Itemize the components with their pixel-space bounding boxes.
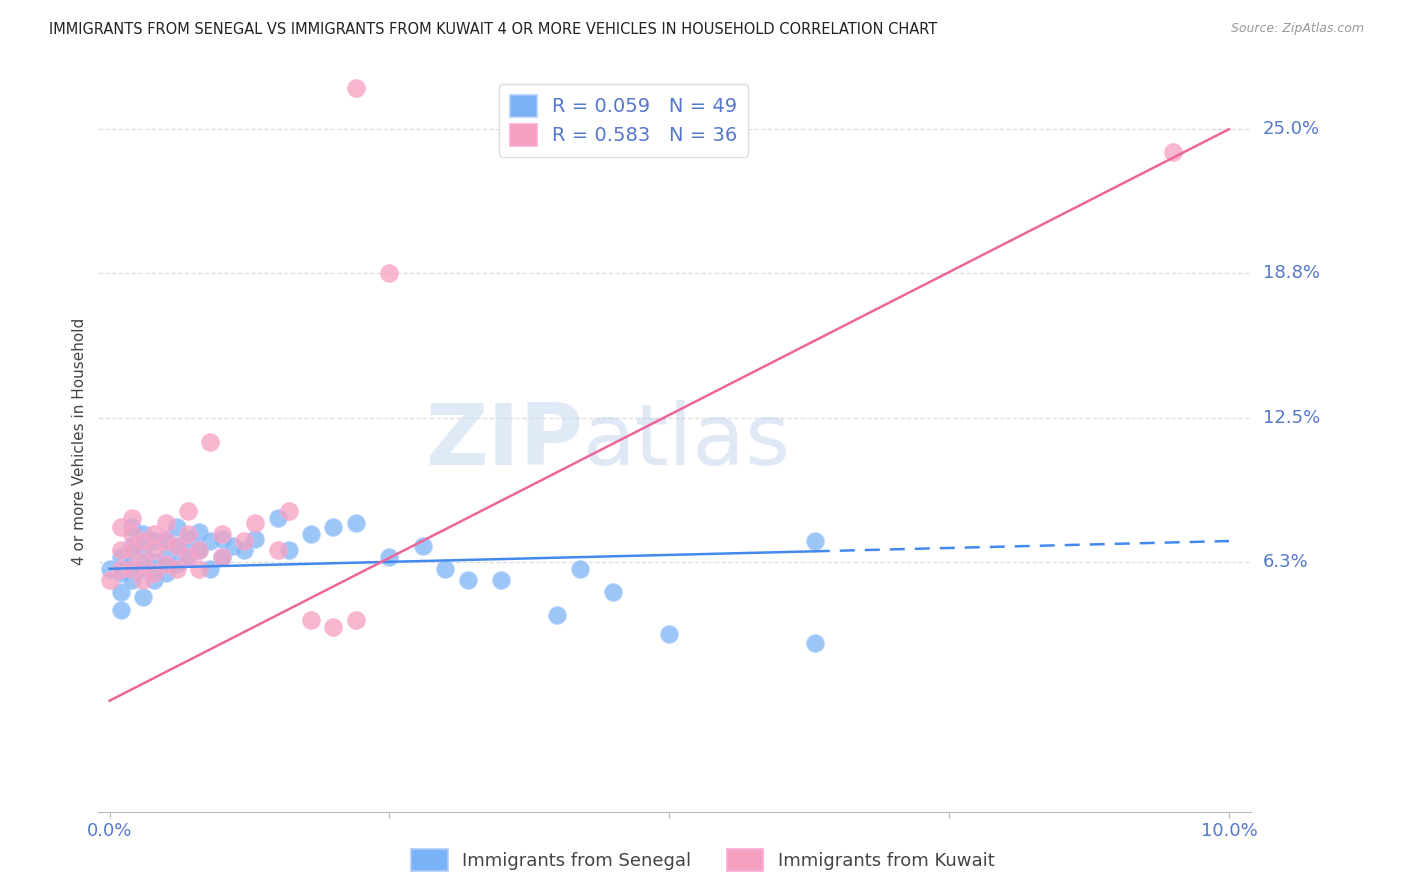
Text: 18.8%: 18.8% — [1263, 264, 1320, 282]
Point — [121, 539, 143, 553]
Point — [110, 585, 132, 599]
Point — [602, 585, 624, 599]
Point — [143, 527, 166, 541]
Point — [177, 527, 200, 541]
Legend: Immigrants from Senegal, Immigrants from Kuwait: Immigrants from Senegal, Immigrants from… — [405, 842, 1001, 879]
Point — [177, 504, 200, 518]
Point — [143, 566, 166, 581]
Point — [98, 562, 121, 576]
Point — [344, 516, 367, 530]
Point — [110, 562, 132, 576]
Point — [434, 562, 457, 576]
Point — [243, 516, 266, 530]
Point — [200, 562, 222, 576]
Point — [132, 527, 155, 541]
Point — [177, 532, 200, 546]
Point — [110, 566, 132, 581]
Point — [132, 574, 155, 588]
Point — [166, 520, 188, 534]
Point — [155, 532, 177, 546]
Point — [121, 520, 143, 534]
Text: Source: ZipAtlas.com: Source: ZipAtlas.com — [1230, 22, 1364, 36]
Point — [121, 543, 143, 558]
Point — [177, 550, 200, 565]
Point — [155, 566, 177, 581]
Point — [121, 511, 143, 525]
Point — [232, 543, 254, 558]
Point — [211, 550, 233, 565]
Point — [299, 613, 322, 627]
Point — [412, 539, 434, 553]
Text: 12.5%: 12.5% — [1263, 409, 1320, 427]
Point — [143, 543, 166, 558]
Text: 25.0%: 25.0% — [1263, 120, 1320, 138]
Point — [121, 562, 143, 576]
Point — [132, 534, 155, 549]
Point — [200, 434, 222, 449]
Point — [299, 527, 322, 541]
Point — [322, 619, 344, 633]
Point — [177, 550, 200, 565]
Point — [491, 574, 513, 588]
Point — [658, 626, 681, 640]
Y-axis label: 4 or more Vehicles in Household: 4 or more Vehicles in Household — [72, 318, 87, 566]
Point — [166, 562, 188, 576]
Point — [110, 520, 132, 534]
Point — [344, 613, 367, 627]
Point — [132, 543, 155, 558]
Point — [143, 534, 166, 549]
Point — [166, 539, 188, 553]
Point — [344, 80, 367, 95]
Point — [266, 511, 288, 525]
Point — [211, 532, 233, 546]
Point — [211, 550, 233, 565]
Point — [188, 524, 211, 539]
Point — [166, 557, 188, 571]
Text: atlas: atlas — [582, 400, 790, 483]
Point — [188, 543, 211, 558]
Point — [110, 603, 132, 617]
Point — [322, 520, 344, 534]
Point — [378, 266, 401, 280]
Point — [232, 534, 254, 549]
Point — [804, 534, 827, 549]
Point — [188, 543, 211, 558]
Text: 6.3%: 6.3% — [1263, 553, 1309, 571]
Point — [568, 562, 591, 576]
Point — [1161, 145, 1184, 160]
Point — [143, 574, 166, 588]
Point — [804, 636, 827, 650]
Point — [155, 534, 177, 549]
Point — [132, 562, 155, 576]
Point — [155, 557, 177, 571]
Point — [211, 527, 233, 541]
Point — [132, 555, 155, 569]
Text: IMMIGRANTS FROM SENEGAL VS IMMIGRANTS FROM KUWAIT 4 OR MORE VEHICLES IN HOUSEHOL: IMMIGRANTS FROM SENEGAL VS IMMIGRANTS FR… — [49, 22, 938, 37]
Point — [200, 534, 222, 549]
Legend: R = 0.059   N = 49, R = 0.583   N = 36: R = 0.059 N = 49, R = 0.583 N = 36 — [499, 84, 748, 157]
Point — [277, 543, 299, 558]
Point — [243, 532, 266, 546]
Point — [546, 608, 568, 623]
Point — [110, 543, 132, 558]
Point — [98, 574, 121, 588]
Point — [266, 543, 288, 558]
Point — [155, 550, 177, 565]
Point — [378, 550, 401, 565]
Point — [457, 574, 479, 588]
Text: ZIP: ZIP — [425, 400, 582, 483]
Point — [110, 550, 132, 565]
Point — [143, 555, 166, 569]
Point — [121, 527, 143, 541]
Point — [277, 504, 299, 518]
Point — [188, 562, 211, 576]
Point — [132, 590, 155, 604]
Point — [121, 557, 143, 571]
Point — [155, 516, 177, 530]
Point — [222, 539, 245, 553]
Point — [121, 574, 143, 588]
Point — [166, 539, 188, 553]
